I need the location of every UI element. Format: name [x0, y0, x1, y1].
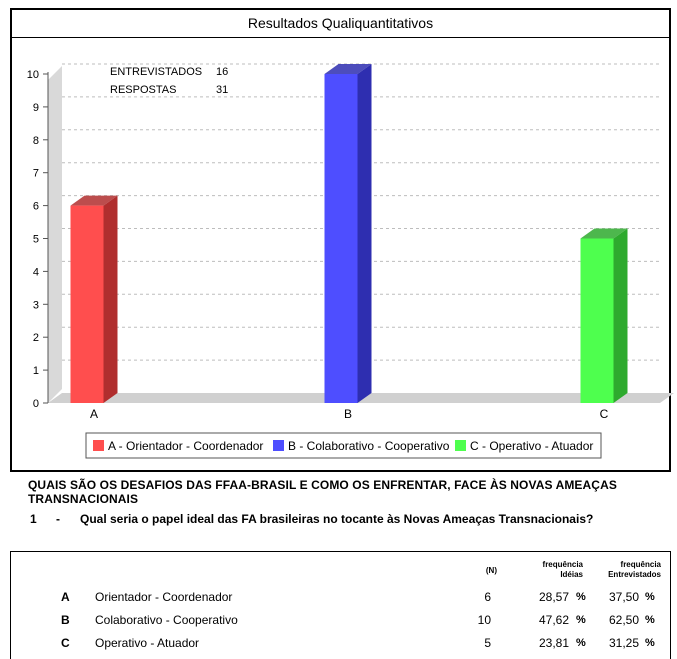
row-freq-entrevistados: 31,25	[608, 636, 639, 650]
bar	[580, 238, 614, 403]
bar-top	[70, 195, 118, 206]
legend: A - Orientador - Coordenador B - Colabor…	[85, 432, 602, 459]
table-row: B Colaborativo - Cooperativo 10 47,62 % …	[11, 609, 670, 631]
x-category-label: B	[344, 407, 352, 421]
y-tick-label: 3	[33, 299, 39, 311]
percent-symbol: %	[645, 591, 655, 603]
x-category-label: A	[90, 407, 98, 421]
table-row: C Operativo - Atuador 5 23,81 % 31,25 %	[11, 632, 670, 654]
bar-chart: 0 1 2 3 4 5 6 7 8 9 10 A B C ENTREVISTADOS 16 RESPOS…	[27, 63, 674, 459]
header-freq-ideias-line1: frequência	[542, 560, 583, 569]
table-row: A Orientador - Coordenador 6 28,57 % 37,…	[11, 586, 670, 608]
percent-symbol: %	[576, 591, 586, 603]
percent-symbol: %	[645, 637, 655, 649]
legend-label-c: C - Operativo - Atuador	[470, 439, 593, 453]
y-tick-label: 2	[33, 332, 39, 344]
legend-swatch-c	[455, 440, 466, 451]
x-category-label: C	[600, 407, 609, 421]
bars-layer	[70, 64, 628, 403]
percent-symbol: %	[576, 637, 586, 649]
respostas-value: 31	[216, 84, 228, 96]
row-n: 10	[477, 613, 491, 627]
annotation-entrevistados: ENTREVISTADOS 16	[110, 66, 228, 78]
y-tick-label: 7	[33, 168, 39, 180]
row-letter: B	[61, 613, 70, 627]
side-wall	[48, 66, 62, 403]
chart-title: Resultados Qualiquantitativos	[12, 10, 669, 38]
row-label: Operativo - Atuador	[95, 636, 200, 650]
legend-swatch-b	[273, 440, 284, 451]
row-freq-ideias: 23,81	[538, 636, 569, 650]
annotation-respostas: RESPOSTAS 31	[110, 84, 228, 96]
bar-side	[613, 228, 628, 403]
row-freq-ideias: 47,62	[538, 613, 569, 627]
question-text: Qual seria o papel ideal das FA brasilei…	[80, 512, 594, 526]
header-n: (N)	[485, 566, 497, 575]
row-freq-entrevistados: 62,50	[608, 613, 639, 627]
row-label: Orientador - Coordenador	[95, 590, 233, 604]
bar-side	[357, 64, 372, 403]
percent-symbol: %	[576, 614, 586, 626]
row-letter: C	[61, 636, 70, 650]
legend-label-b: B - Colaborativo - Cooperativo	[288, 439, 450, 453]
row-n: 5	[484, 636, 491, 650]
y-tick-label: 10	[27, 69, 39, 81]
header-freq-ideias-line2: Idéias	[560, 570, 583, 579]
legend-box	[85, 432, 602, 459]
ticks-layer: 0 1 2 3 4 5 6 7 8 9 10	[27, 69, 48, 410]
y-tick-label: 5	[33, 234, 39, 246]
y-tick-label: 6	[33, 201, 39, 213]
bar-top	[580, 228, 628, 239]
row-freq-entrevistados: 37,50	[608, 590, 639, 604]
y-tick-label: 1	[33, 365, 39, 377]
results-table: (N) frequência Idéias frequência Entrevi…	[10, 551, 671, 659]
row-freq-ideias: 28,57	[538, 590, 569, 604]
row-label: Colaborativo - Cooperativo	[95, 613, 238, 627]
y-tick-label: 0	[33, 398, 39, 410]
header-freq-entrevistados: frequência Entrevistados	[589, 560, 661, 580]
percent-symbol: %	[645, 614, 655, 626]
header-freq-entrev-line2: Entrevistados	[608, 570, 661, 579]
bar-top	[324, 64, 372, 74]
row-letter: A	[61, 590, 70, 604]
y-tick-label: 9	[33, 102, 39, 114]
bar	[70, 205, 104, 403]
header-freq-entrev-line1: frequência	[620, 560, 661, 569]
bar-side	[103, 195, 118, 403]
entrevistados-value: 16	[216, 66, 228, 78]
header-freq-ideias: frequência Idéias	[511, 560, 583, 580]
category-labels: A B C	[90, 407, 609, 421]
question-subtitle: 1 - Qual seria o papel ideal das FA brasil…	[28, 512, 658, 526]
question-block: QUAIS SÃO OS DESAFIOS DAS FFAA-BRASIL E …	[28, 478, 658, 526]
question-dash: -	[56, 512, 60, 526]
question-number: 1	[30, 512, 37, 526]
respostas-label: RESPOSTAS	[110, 84, 176, 96]
question-heading: QUAIS SÃO OS DESAFIOS DAS FFAA-BRASIL E …	[28, 478, 617, 506]
grid-layer	[47, 63, 674, 403]
y-tick-label: 8	[33, 135, 39, 147]
row-n: 6	[484, 590, 491, 604]
legend-swatch-a	[93, 440, 104, 451]
entrevistados-label: ENTREVISTADOS	[110, 66, 202, 78]
legend-label-a: A - Orientador - Coordenador	[108, 439, 263, 453]
bar	[324, 74, 358, 403]
y-tick-label: 4	[33, 266, 39, 278]
